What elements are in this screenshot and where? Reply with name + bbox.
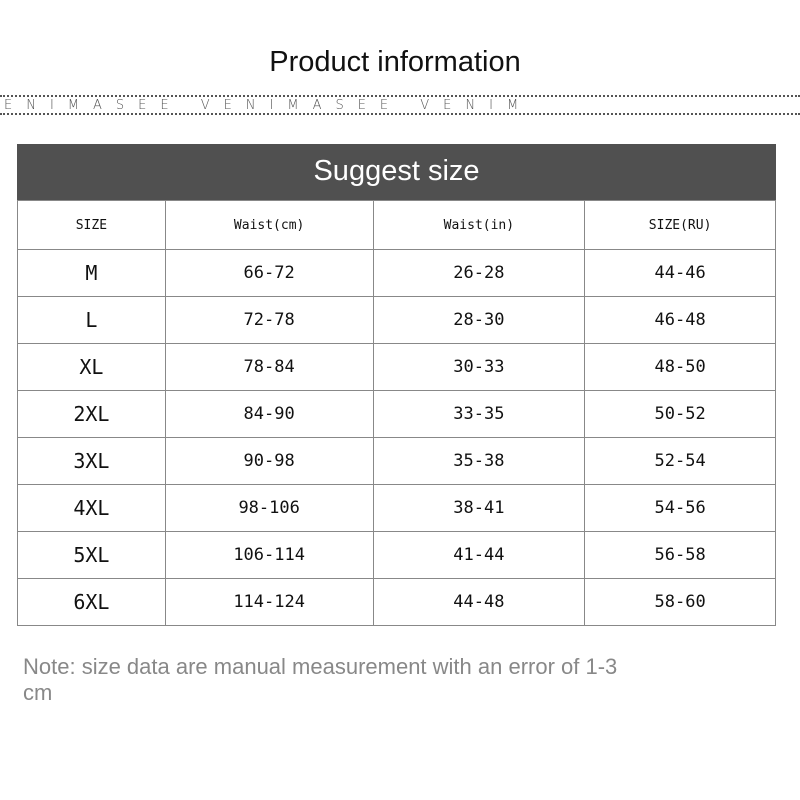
value-cell: 90-98 — [164, 437, 374, 485]
table-row: 3XL 90-98 35-38 52-54 — [17, 437, 776, 485]
size-cell: 2XL — [17, 390, 166, 438]
value-cell: 35-38 — [372, 437, 586, 485]
table-row: XL 78-84 30-33 48-50 — [17, 343, 776, 391]
table-row: 6XL 114-124 44-48 58-60 — [17, 578, 776, 626]
table-row: 4XL 98-106 38-41 54-56 — [17, 484, 776, 532]
value-cell: 30-33 — [372, 343, 586, 391]
table-row: M 66-72 26-28 44-46 — [17, 249, 776, 297]
value-cell: 44-48 — [372, 578, 586, 626]
table-row: 5XL 106-114 41-44 56-58 — [17, 531, 776, 579]
size-cell: 3XL — [17, 437, 166, 485]
size-cell: M — [17, 249, 166, 297]
value-cell: 58-60 — [584, 578, 776, 626]
value-cell: 50-52 — [584, 390, 776, 438]
size-cell: L — [17, 296, 166, 344]
value-cell: 33-35 — [372, 390, 586, 438]
value-cell: 28-30 — [372, 296, 586, 344]
column-header: Waist(in) — [372, 200, 586, 250]
page-title: Product information — [269, 46, 521, 78]
value-cell: 78-84 — [164, 343, 374, 391]
size-cell: 4XL — [17, 484, 166, 532]
value-cell: 98-106 — [164, 484, 374, 532]
value-cell: 41-44 — [372, 531, 586, 579]
size-cell: XL — [17, 343, 166, 391]
table-row: 2XL 84-90 33-35 50-52 — [17, 390, 776, 438]
size-table: SIZE Waist(cm) Waist(in) SIZE(RU) M 66-72… — [17, 200, 776, 626]
value-cell: 52-54 — [584, 437, 776, 485]
value-cell: 114-124 — [164, 578, 374, 626]
value-cell: 72-78 — [164, 296, 374, 344]
brand-watermark-text: ENIMASEE VENIMASEE VENIM — [4, 98, 533, 113]
brand-watermark-band: ENIMASEE VENIMASEE VENIM — [0, 95, 800, 115]
value-cell: 106-114 — [164, 531, 374, 579]
column-header: Waist(cm) — [164, 200, 374, 250]
table-title: Suggest size — [17, 144, 776, 200]
value-cell: 46-48 — [584, 296, 776, 344]
column-header: SIZE(RU) — [584, 200, 776, 250]
value-cell: 44-46 — [584, 249, 776, 297]
value-cell: 66-72 — [164, 249, 374, 297]
value-cell: 38-41 — [372, 484, 586, 532]
value-cell: 48-50 — [584, 343, 776, 391]
value-cell: 56-58 — [584, 531, 776, 579]
value-cell: 54-56 — [584, 484, 776, 532]
value-cell: 26-28 — [372, 249, 586, 297]
table-header-row: SIZE Waist(cm) Waist(in) SIZE(RU) — [17, 200, 776, 250]
value-cell: 84-90 — [164, 390, 374, 438]
table-row: L 72-78 28-30 46-48 — [17, 296, 776, 344]
column-header: SIZE — [17, 200, 166, 250]
size-cell: 5XL — [17, 531, 166, 579]
measurement-note: Note: size data are manual measurement w… — [23, 654, 618, 705]
size-cell: 6XL — [17, 578, 166, 626]
